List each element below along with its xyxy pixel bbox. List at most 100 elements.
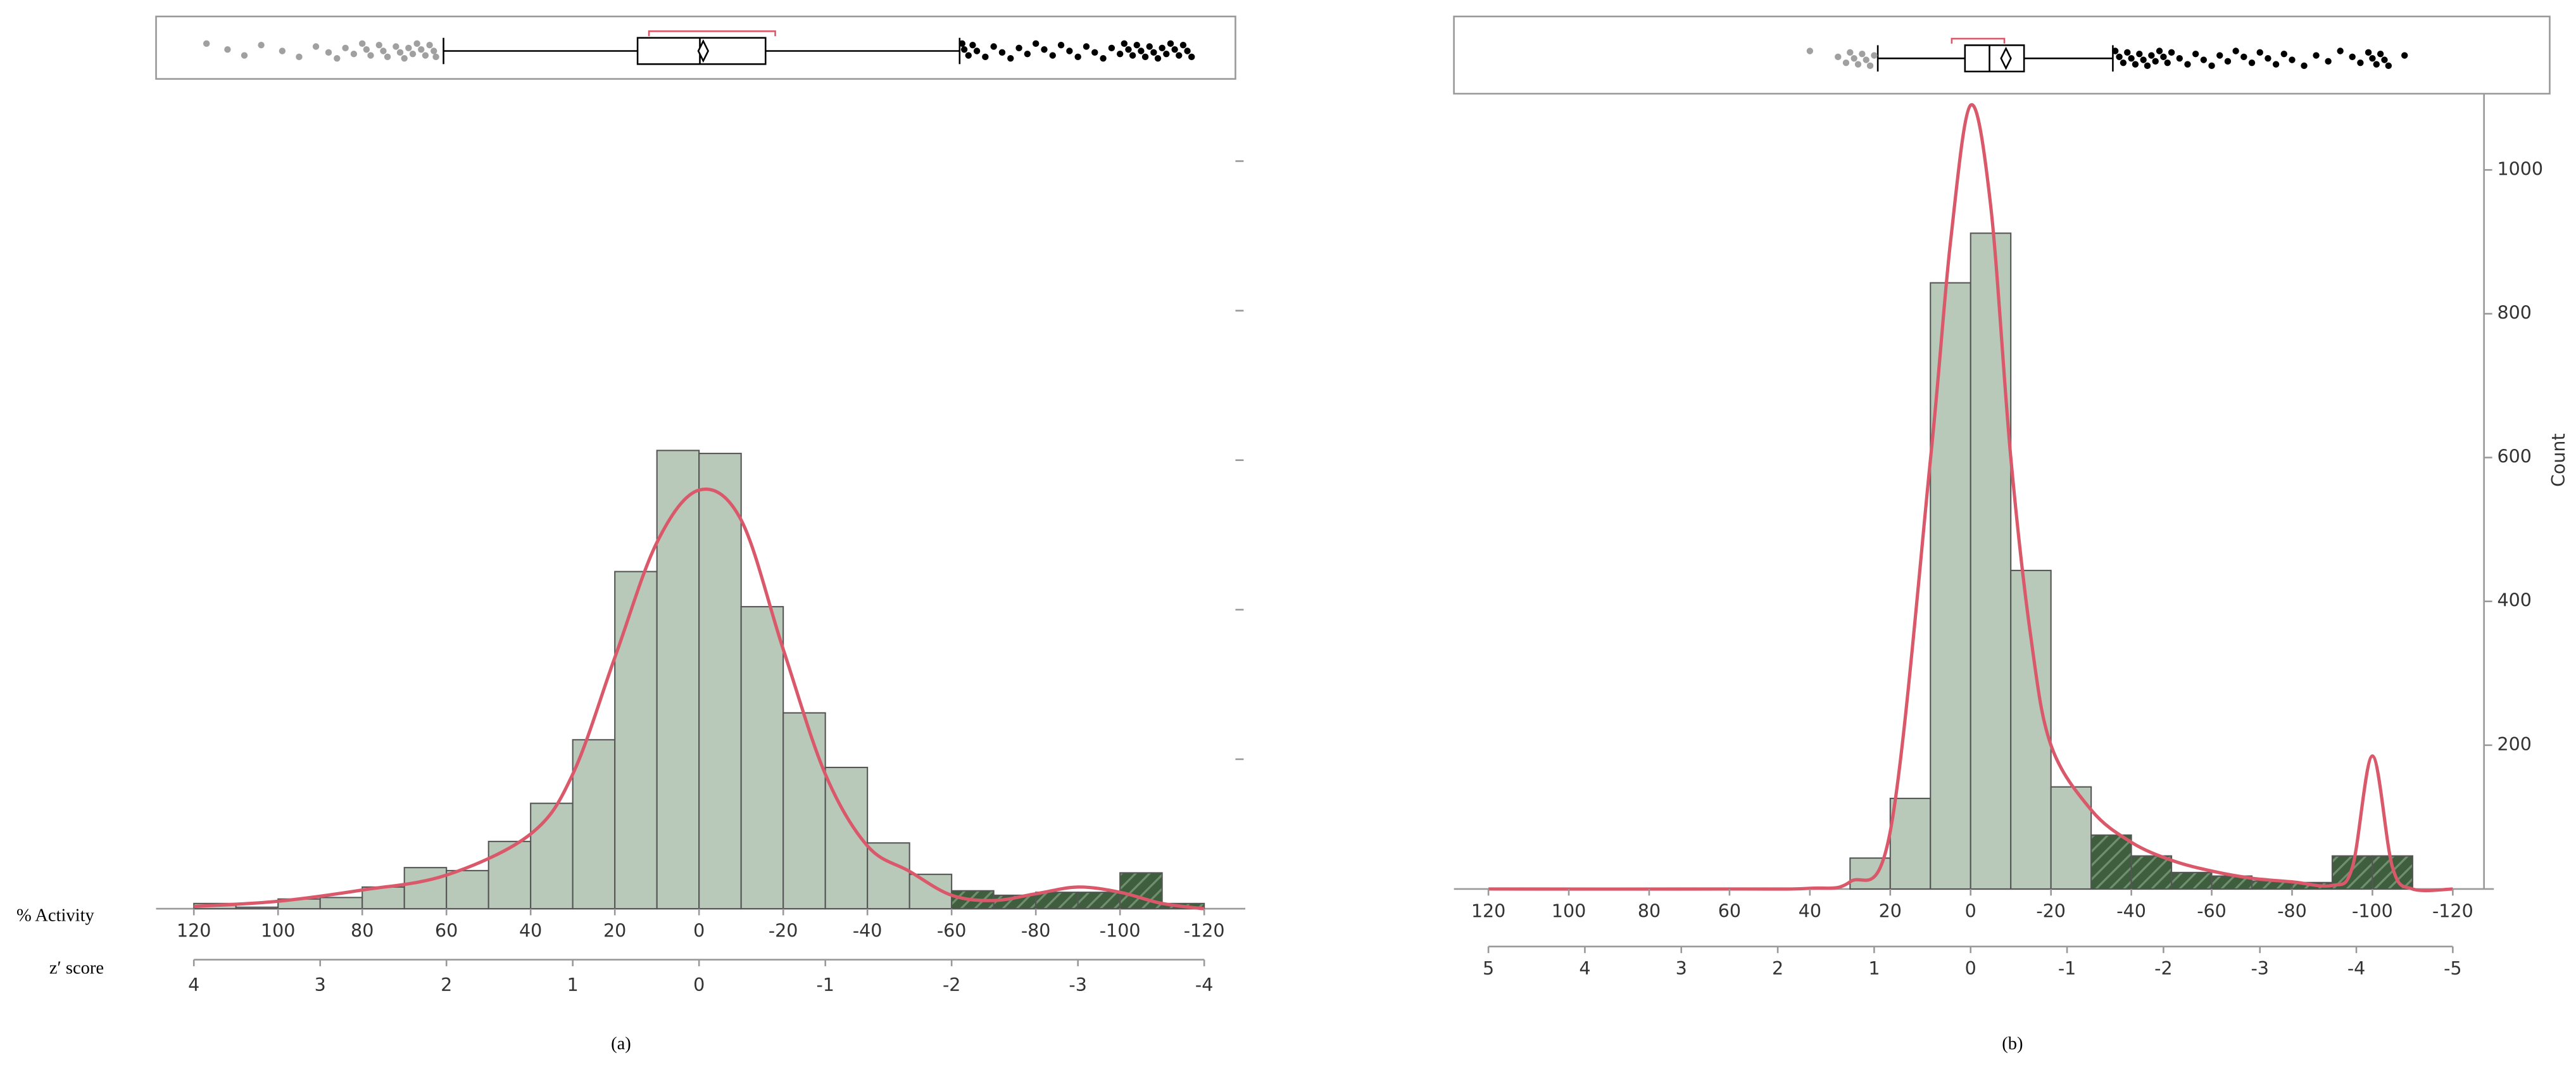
bar <box>319 897 363 910</box>
outlier <box>2144 62 2151 70</box>
outlier <box>2164 59 2171 66</box>
x2-tick-label: -3 <box>2251 958 2268 979</box>
outlier <box>1024 50 1031 58</box>
bar <box>446 869 489 910</box>
outlier <box>1091 49 1098 56</box>
outlier <box>1806 47 1814 54</box>
x-tick-label: 40 <box>1799 900 1821 921</box>
x2-tick-label: -3 <box>1069 975 1086 995</box>
bar <box>698 453 742 910</box>
outlier <box>2112 47 2119 54</box>
outlier <box>1015 44 1022 52</box>
x-tick-label: 0 <box>1965 900 1976 921</box>
outlier <box>2128 54 2135 62</box>
outlier <box>1842 59 1850 66</box>
outlier <box>2192 50 2199 58</box>
outlier <box>342 44 349 52</box>
bar <box>2010 569 2052 890</box>
outlier <box>958 40 965 47</box>
outlier <box>432 53 439 61</box>
x-tick-label: -60 <box>2197 900 2227 921</box>
outlier <box>998 49 1006 56</box>
x-tick-label: 80 <box>1638 900 1661 921</box>
density-curve <box>194 487 1205 911</box>
outlier <box>396 49 404 56</box>
outlier <box>2168 49 2175 56</box>
outlier <box>1116 50 1124 58</box>
x-tick-label: 100 <box>1552 900 1586 921</box>
outlier <box>1146 43 1153 50</box>
x-tick-label: -20 <box>2036 900 2066 921</box>
x-tick-label: -60 <box>937 920 967 941</box>
shortest-half-bracket <box>648 30 776 37</box>
bar <box>403 867 448 910</box>
outlier <box>359 40 366 47</box>
outlier <box>224 46 231 53</box>
bar <box>487 840 532 910</box>
x2-tick-label: 4 <box>1579 958 1590 979</box>
outlier <box>203 40 210 47</box>
outlier <box>990 43 997 50</box>
outlier <box>426 41 433 49</box>
outlier <box>409 50 417 58</box>
outlier <box>1154 54 1162 62</box>
x-tick-label: -80 <box>2277 900 2307 921</box>
bar <box>1849 857 1891 890</box>
outlier <box>2124 49 2131 56</box>
outlier <box>422 52 429 59</box>
outlier <box>2401 52 2408 59</box>
mean-diamond <box>2000 46 2012 70</box>
outlier <box>363 46 370 53</box>
outlier <box>2357 59 2364 66</box>
bar <box>361 886 405 910</box>
bar <box>530 802 574 910</box>
x-tick-label: -20 <box>769 920 798 941</box>
bar <box>656 450 700 910</box>
panel-label: (b) <box>2002 1034 2023 1054</box>
outlier <box>1129 52 1136 59</box>
outlier <box>2208 62 2215 70</box>
x-tick-label: -120 <box>2432 900 2473 921</box>
density-curve <box>1488 103 2453 893</box>
outlier <box>1859 50 1866 58</box>
x-tick-label: 20 <box>1879 900 1902 921</box>
outlier <box>2176 54 2183 62</box>
outlier <box>1150 49 1157 56</box>
outlier <box>1041 46 1048 53</box>
box-panel-frame <box>155 15 1236 80</box>
outlier <box>2301 62 2308 70</box>
x2-tick-label: 4 <box>188 975 199 995</box>
bar <box>614 571 658 910</box>
outlier <box>2256 49 2263 56</box>
bar <box>908 873 953 910</box>
bar <box>2130 855 2173 890</box>
x-tick-label: 120 <box>1471 900 1505 921</box>
outlier <box>1871 52 1878 59</box>
x2-tick-label: 1 <box>1868 958 1880 979</box>
x2-tick-label: 0 <box>693 975 705 995</box>
outlier <box>1074 53 1081 61</box>
outlier <box>2120 59 2127 66</box>
bar <box>1930 282 1971 890</box>
x2-tick-label: -2 <box>943 975 960 995</box>
outlier <box>2280 50 2287 58</box>
outlier <box>2116 53 2123 61</box>
outlier <box>401 54 408 62</box>
bar <box>1035 892 1079 910</box>
outlier <box>2349 53 2356 61</box>
x-tick-label: -100 <box>1100 920 1141 941</box>
x2-tick-label: -2 <box>2154 958 2172 979</box>
x2-tick-label: -4 <box>2347 958 2365 979</box>
box <box>1964 44 2025 73</box>
outlier <box>1171 46 1178 53</box>
y-tick-label: 600 <box>2497 446 2531 467</box>
outlier <box>1007 54 1014 62</box>
outlier <box>2156 47 2163 54</box>
outlier <box>1032 40 1040 47</box>
outlier <box>2200 56 2208 63</box>
outlier <box>2184 61 2191 68</box>
outlier <box>380 47 387 54</box>
outlier <box>334 54 341 62</box>
bar <box>2090 834 2132 890</box>
x2-tick-label: 3 <box>315 975 326 995</box>
